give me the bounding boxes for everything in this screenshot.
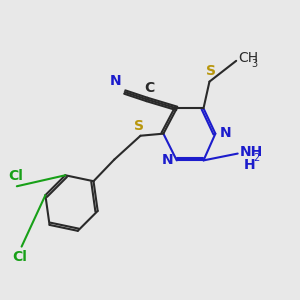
Text: S: S [134, 119, 144, 133]
Text: S: S [206, 64, 216, 78]
Text: Cl: Cl [8, 169, 23, 183]
Text: N: N [219, 126, 231, 140]
Text: N: N [161, 153, 173, 167]
Text: 2: 2 [254, 153, 260, 163]
Text: NH: NH [240, 145, 263, 159]
Text: H: H [244, 158, 256, 172]
Text: Cl: Cl [13, 250, 28, 264]
Text: 3: 3 [252, 59, 258, 69]
Text: CH: CH [238, 52, 259, 65]
Text: C: C [144, 81, 154, 95]
Text: N: N [110, 74, 122, 88]
